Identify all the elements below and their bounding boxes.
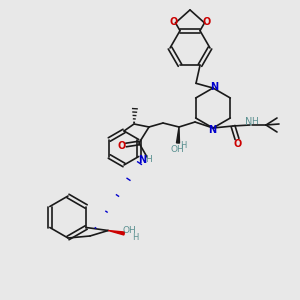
Text: O: O: [234, 139, 242, 149]
Text: OH: OH: [122, 226, 136, 235]
Text: H: H: [145, 155, 152, 164]
Text: N: N: [138, 155, 146, 165]
Polygon shape: [176, 127, 179, 143]
Text: OH: OH: [170, 145, 184, 154]
Text: O: O: [202, 17, 211, 27]
Text: H: H: [180, 140, 186, 149]
Text: O: O: [118, 141, 126, 151]
Text: N: N: [245, 117, 253, 127]
Text: O: O: [169, 17, 178, 27]
Text: H: H: [250, 118, 257, 127]
Text: N: N: [208, 125, 216, 135]
Polygon shape: [108, 230, 124, 235]
Text: H: H: [132, 233, 138, 242]
Text: N: N: [210, 82, 218, 92]
